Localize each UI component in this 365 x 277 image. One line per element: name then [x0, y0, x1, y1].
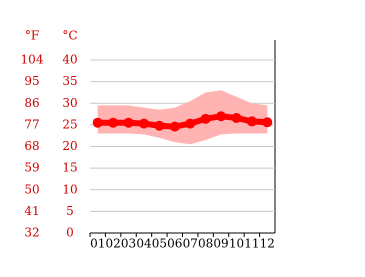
point: [138, 118, 149, 129]
c-tick-label: 25: [62, 117, 77, 131]
point: [169, 121, 180, 132]
point: [108, 117, 119, 128]
c-tick-label: 30: [62, 96, 77, 110]
x-tick-label: 06: [167, 237, 182, 251]
point: [200, 113, 211, 124]
c-tick-label: 20: [62, 139, 77, 153]
f-tick-label: 32: [24, 226, 39, 240]
c-tick-label: 5: [66, 204, 74, 218]
x-tick-label: 04: [136, 237, 152, 251]
point: [92, 117, 103, 128]
x-tick-label: 03: [121, 237, 136, 251]
x-tick-label: 12: [260, 237, 275, 251]
x-tick-label: 11: [244, 237, 259, 251]
c-tick-label: 10: [62, 182, 77, 196]
f-axis-label: °F: [25, 29, 39, 43]
f-tick-label: 68: [24, 139, 39, 153]
point: [262, 117, 273, 128]
f-tick-label: 50: [24, 182, 39, 196]
x-tick-label: 08: [198, 237, 213, 251]
point: [185, 118, 196, 129]
f-tick-label: 95: [24, 74, 39, 88]
x-tick-label: 05: [152, 237, 167, 251]
point: [216, 111, 227, 122]
c-tick-label: 15: [62, 161, 77, 175]
point: [154, 120, 165, 131]
point: [246, 116, 257, 127]
x-tick-label: 07: [183, 237, 198, 251]
range-band: [97, 90, 268, 145]
x-tick-label: 09: [213, 237, 228, 251]
c-tick-label: 35: [62, 74, 77, 88]
f-tick-label: 104: [21, 53, 44, 67]
x-tick-label: 01: [90, 237, 105, 251]
f-tick-label: 59: [24, 161, 39, 175]
c-axis-label: °C: [62, 29, 77, 43]
c-tick-label: 40: [62, 53, 77, 67]
c-tick-label: 0: [66, 226, 74, 240]
point: [123, 117, 134, 128]
f-tick-label: 77: [24, 117, 39, 131]
f-tick-label: 86: [24, 96, 39, 110]
x-tick-label: 02: [105, 237, 120, 251]
point: [231, 112, 242, 123]
x-tick-label: 10: [229, 237, 244, 251]
f-tick-label: 41: [24, 204, 39, 218]
